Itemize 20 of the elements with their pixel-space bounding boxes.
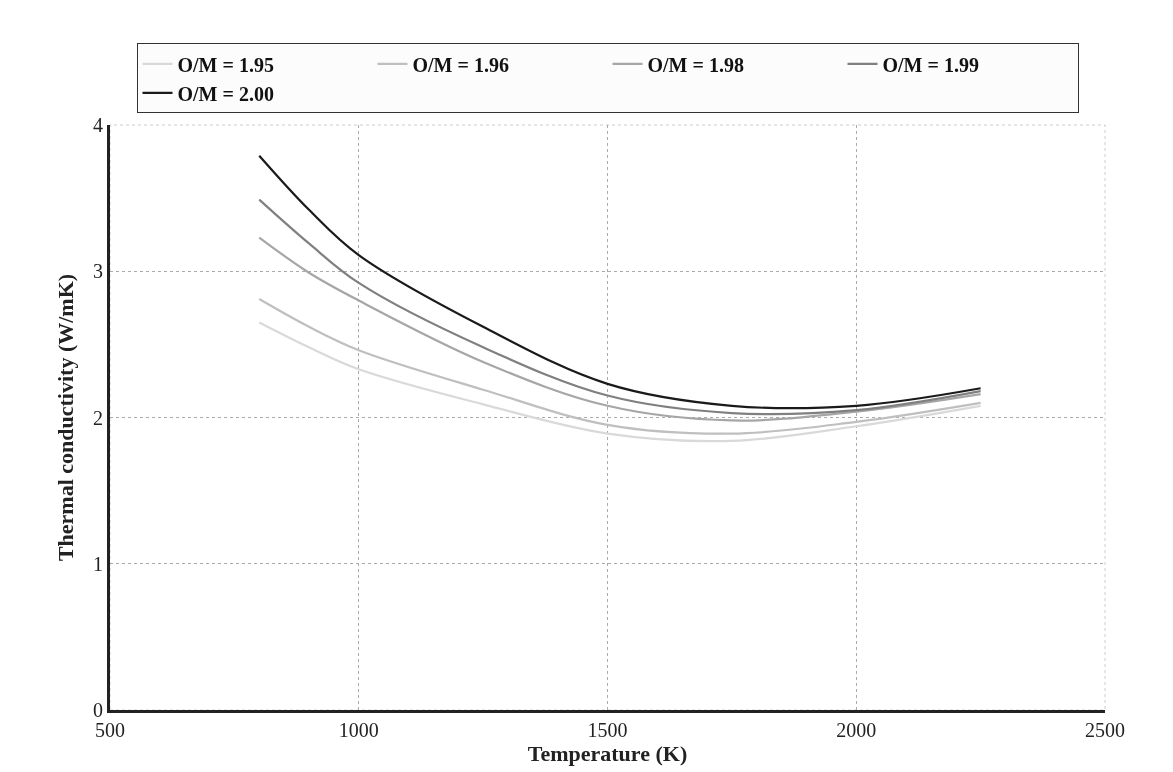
line-series xyxy=(258,321,982,443)
y-tick-label: 4 xyxy=(93,114,103,136)
legend-label: O/M = 1.95 xyxy=(177,53,274,76)
legend-label: O/M = 1.96 xyxy=(412,53,509,76)
y-tick-label: 1 xyxy=(93,552,103,575)
y-tick-label: 2 xyxy=(93,406,103,429)
y-axis-title: Thermal conductivity (W/mK) xyxy=(52,273,78,562)
line-series xyxy=(258,198,982,416)
x-tick-label: 1500 xyxy=(587,719,628,741)
y-tick-label: 3 xyxy=(93,260,103,283)
y-tick-label: 0 xyxy=(93,699,103,721)
x-tick-label: 1000 xyxy=(338,719,379,741)
x-tick-label: 2000 xyxy=(836,719,877,741)
x-tick-label: 500 xyxy=(95,719,125,741)
x-tick-label: 2500 xyxy=(1085,719,1125,741)
line-series xyxy=(258,297,982,435)
legend-label: O/M = 1.98 xyxy=(647,53,744,76)
legend-label: O/M = 1.99 xyxy=(882,53,979,76)
legend-label: O/M = 2.00 xyxy=(177,82,274,105)
x-axis-title: Temperature (K) xyxy=(527,741,688,766)
